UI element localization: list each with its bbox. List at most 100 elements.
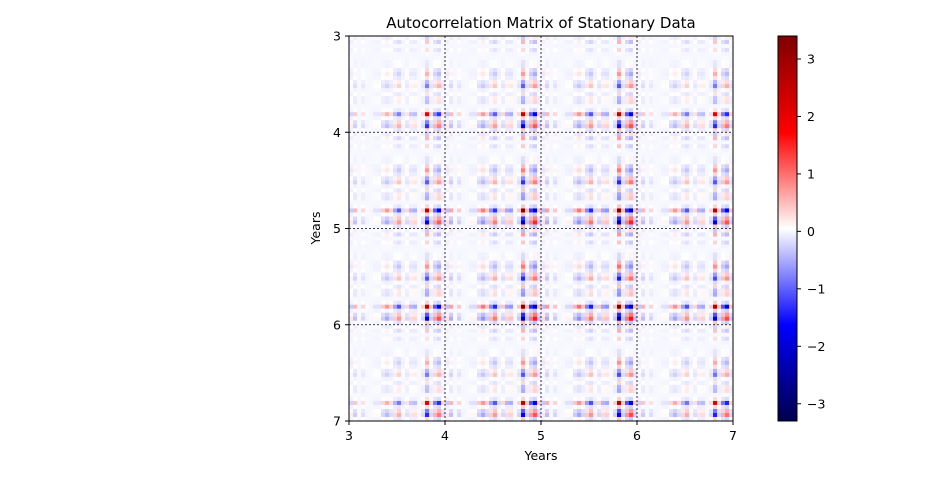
heatmap-cell (465, 52, 470, 57)
heatmap-cell (553, 188, 558, 193)
heatmap-cell (377, 124, 382, 129)
heatmap-cell (609, 156, 614, 161)
heatmap-cell (637, 64, 642, 69)
heatmap-cell (725, 196, 730, 201)
heatmap-cell (729, 44, 734, 49)
heatmap-cell (617, 64, 622, 69)
heatmap-cell (369, 208, 374, 213)
heatmap-cell (705, 124, 710, 129)
heatmap-cell (657, 120, 662, 125)
heatmap-cell (673, 100, 678, 105)
heatmap-cell (373, 204, 378, 209)
heatmap-cell (485, 140, 490, 145)
heatmap-cell (461, 40, 466, 45)
heatmap-cell (673, 80, 678, 85)
heatmap-cell (417, 128, 422, 133)
heatmap-cell (625, 120, 630, 125)
heatmap-cell (545, 148, 550, 153)
heatmap-cell (357, 208, 362, 213)
heatmap-cell (629, 196, 634, 201)
heatmap-cell (485, 192, 490, 197)
heatmap-cell (409, 160, 414, 165)
heatmap-cell (397, 80, 402, 85)
heatmap-cell (489, 184, 494, 189)
heatmap-cell (589, 104, 594, 109)
heatmap-cell (349, 172, 354, 177)
heatmap-cell (481, 212, 486, 217)
heatmap-cell (353, 216, 358, 221)
heatmap-cell (557, 84, 562, 89)
heatmap-cell (637, 108, 642, 113)
heatmap-cell (373, 128, 378, 133)
heatmap-cell (381, 228, 386, 233)
heatmap-cell (589, 188, 594, 193)
heatmap-cell (505, 176, 510, 181)
heatmap-cell (709, 104, 714, 109)
heatmap-cell (697, 112, 702, 117)
heatmap-cell (661, 152, 666, 157)
heatmap-cell (477, 72, 482, 77)
heatmap-cell (689, 104, 694, 109)
heatmap-cell (717, 236, 722, 241)
heatmap-cell (629, 64, 634, 69)
heatmap-cell (357, 84, 362, 89)
heatmap-cell (673, 132, 678, 137)
heatmap-cell (725, 52, 730, 57)
heatmap-cell (533, 48, 538, 53)
heatmap-cell (557, 184, 562, 189)
heatmap-cell (573, 136, 578, 141)
heatmap-cell (605, 148, 610, 153)
heatmap-cell (661, 232, 666, 237)
heatmap-cell (621, 236, 626, 241)
heatmap-cell (573, 72, 578, 77)
heatmap-cell (709, 108, 714, 113)
heatmap-cell (421, 44, 426, 49)
heatmap-cell (565, 80, 570, 85)
heatmap-cell (725, 48, 730, 53)
heatmap-cell (453, 84, 458, 89)
heatmap-cell (481, 136, 486, 141)
heatmap-cell (349, 200, 354, 205)
heatmap-cell (625, 168, 630, 173)
heatmap-cell (421, 240, 426, 245)
heatmap-cell (689, 176, 694, 181)
heatmap-cell (481, 88, 486, 93)
heatmap-cell (441, 184, 446, 189)
heatmap-cell (453, 72, 458, 77)
heatmap-cell (393, 168, 398, 173)
heatmap-cell (689, 240, 694, 245)
heatmap-cell (497, 148, 502, 153)
heatmap-cell (521, 220, 526, 225)
heatmap-cell (361, 148, 366, 153)
heatmap-cell (685, 224, 690, 229)
heatmap-cell (517, 196, 522, 201)
heatmap-cell (649, 100, 654, 105)
heatmap-cell (497, 176, 502, 181)
heatmap-cell (573, 216, 578, 221)
heatmap-cell (381, 84, 386, 89)
heatmap-cell (529, 104, 534, 109)
heatmap-cell (461, 80, 466, 85)
heatmap-cell (565, 120, 570, 125)
heatmap-cell (381, 64, 386, 69)
heatmap-cell (433, 232, 438, 237)
heatmap-cell (573, 220, 578, 225)
heatmap-cell (641, 60, 646, 65)
heatmap-cell (725, 72, 730, 77)
heatmap-cell (633, 40, 638, 45)
heatmap-cell (561, 136, 566, 141)
heatmap-cell (477, 236, 482, 241)
heatmap-cell (377, 100, 382, 105)
heatmap-cell (697, 116, 702, 121)
heatmap-cell (645, 120, 650, 125)
heatmap-cell (389, 236, 394, 241)
heatmap-cell (621, 68, 626, 73)
heatmap-cell (437, 212, 442, 217)
heatmap-cell (453, 212, 458, 217)
heatmap-cell (721, 100, 726, 105)
heatmap-cell (629, 44, 634, 49)
heatmap-cell (545, 84, 550, 89)
heatmap-cell (425, 220, 430, 225)
heatmap-cell (525, 64, 530, 69)
heatmap-cell (585, 136, 590, 141)
